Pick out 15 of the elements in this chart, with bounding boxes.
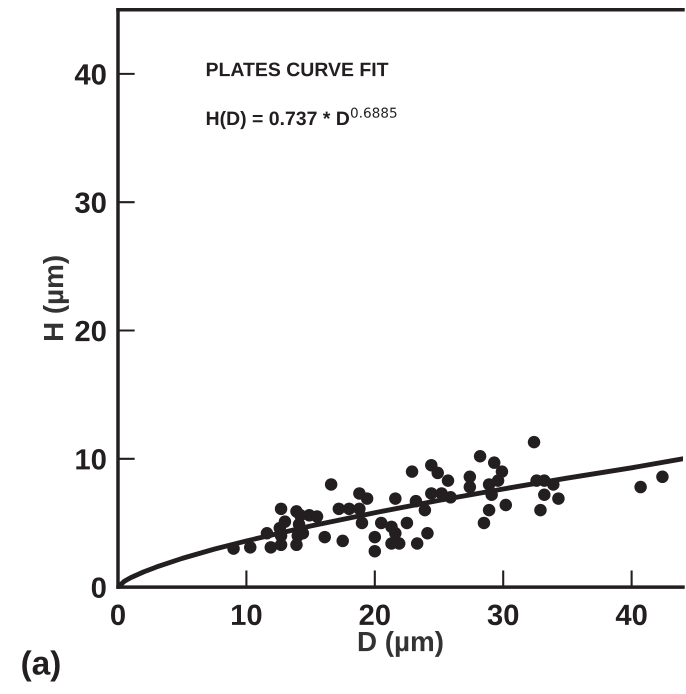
x-tick-label: 10 (232, 604, 262, 626)
y-axis-title: H (µm) (42, 256, 69, 340)
x-axis-title: D (µm) (358, 630, 443, 657)
y-tick-label: 40 (74, 64, 106, 85)
text: (a) (22, 650, 60, 682)
x-tick-label: 0 (111, 604, 125, 626)
y-tick-label: 10 (76, 449, 106, 470)
annotation: H(D) = 0.737 * D$^{0.6885}$ (206, 108, 396, 130)
y-tick-label: 30 (75, 192, 106, 214)
x-tick-label: 40 (616, 604, 647, 626)
y-tick-label: 20 (75, 320, 106, 342)
y-tick-label: 0 (92, 577, 106, 598)
annotation: PLATES CURVE FIT (206, 62, 388, 76)
x-tick-label: 30 (488, 604, 518, 626)
x-tick-label: 20 (360, 604, 390, 626)
